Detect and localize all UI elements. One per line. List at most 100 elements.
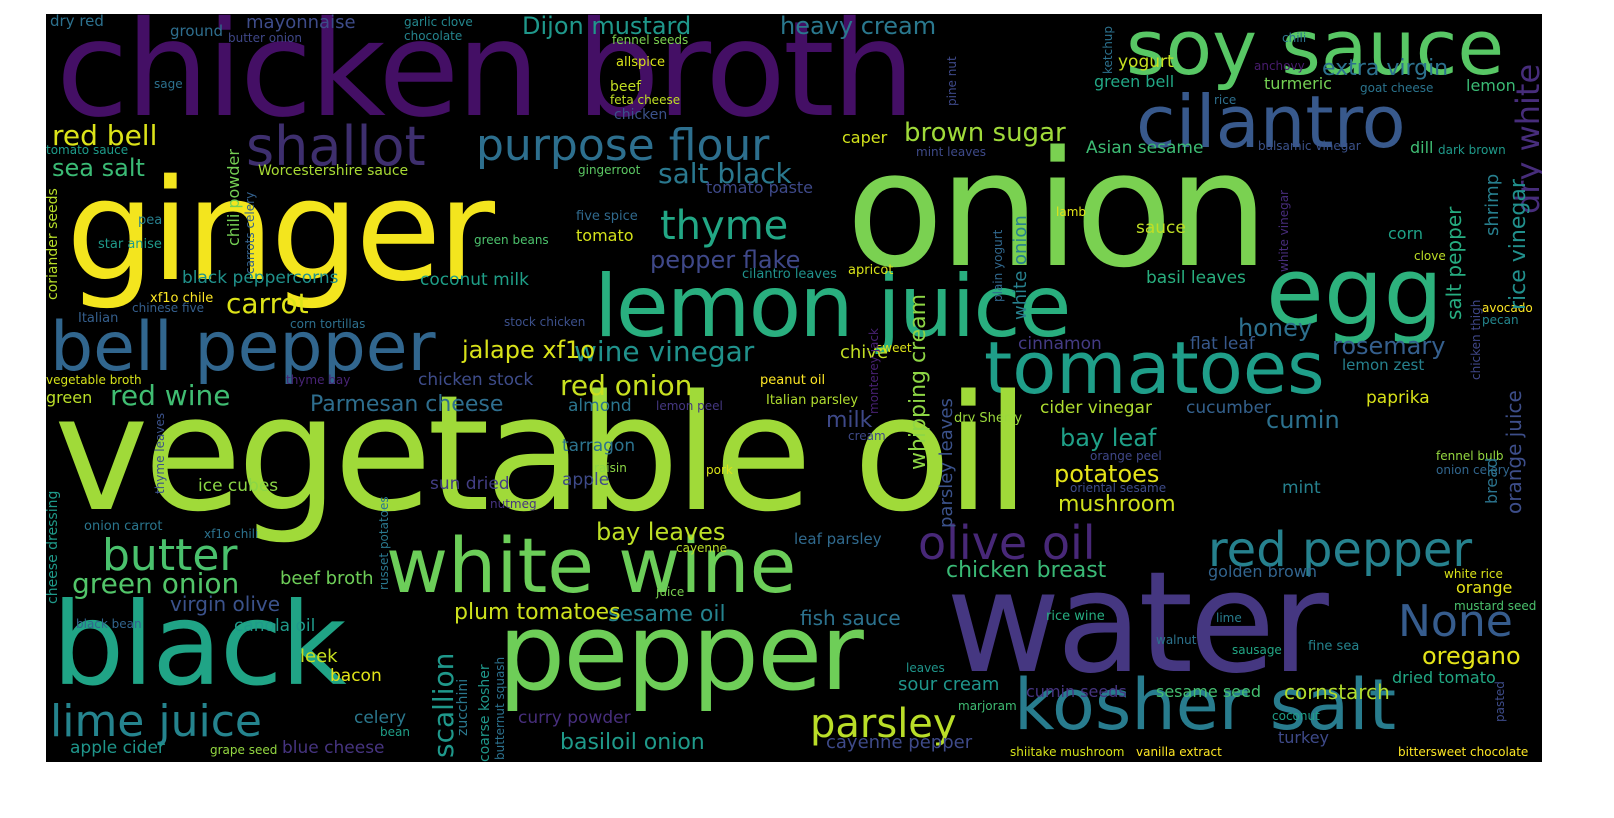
word: xf1o chili — [204, 527, 259, 541]
word: leaves — [906, 661, 945, 675]
word: pine nut — [945, 56, 959, 106]
word: black peppercorns — [182, 268, 339, 288]
word: cayenne pepper — [826, 732, 973, 753]
word: onion celery — [1436, 463, 1510, 477]
word: celery — [354, 708, 407, 728]
word: carrot — [226, 287, 309, 320]
word: walnut — [1156, 633, 1197, 647]
word: grape seed — [210, 743, 278, 757]
word: corn — [1388, 224, 1424, 243]
word: rice — [1214, 93, 1237, 107]
word: coconut — [1272, 709, 1320, 723]
word: jalape xf1o — [462, 336, 595, 364]
word: cheese dressing — [46, 490, 61, 604]
word: lamb — [1056, 205, 1086, 219]
word: fennel seeds — [612, 33, 689, 47]
word: beef broth — [280, 568, 374, 589]
word: pepper flake — [650, 246, 801, 274]
word: fine sea — [1308, 639, 1360, 654]
word: heavy cream — [780, 14, 937, 40]
word: beef — [610, 79, 642, 95]
word: leek — [300, 646, 338, 667]
word: purpose flour — [476, 120, 770, 171]
word: five spice — [576, 209, 638, 224]
word: salt pepper — [1442, 206, 1466, 320]
word: tomato paste — [706, 178, 814, 197]
word: sage — [154, 77, 183, 91]
word: rosemary — [1332, 332, 1446, 360]
word: tarragon — [562, 436, 636, 456]
word: onion — [846, 116, 1269, 303]
word: honey — [1238, 314, 1313, 342]
word: star anise — [98, 237, 162, 252]
word: juice — [656, 585, 685, 599]
word: avocado — [1482, 301, 1533, 315]
word: Dijon mustard — [522, 14, 692, 40]
word: lemon — [1466, 76, 1516, 95]
word: almond — [568, 396, 632, 416]
word: sun dried — [430, 474, 510, 494]
word: white rice — [1444, 567, 1503, 581]
word: orange juice — [1502, 390, 1526, 514]
word: rice vinegar — [1506, 179, 1531, 310]
word: bay leaves — [596, 518, 726, 546]
word: tomato sauce — [46, 143, 129, 157]
word: shrimp — [1482, 173, 1503, 236]
word: milk — [826, 408, 873, 433]
word: bean — [380, 725, 410, 739]
word: golden brown — [1208, 562, 1318, 581]
word: orange peel — [1090, 449, 1162, 463]
word: cumin — [1266, 406, 1340, 434]
word: whipping cream — [906, 293, 931, 470]
word: apricot — [848, 263, 894, 278]
word: dark brown — [1438, 143, 1506, 157]
word: mayonnaise — [246, 14, 356, 33]
word: cinnamon — [1018, 334, 1102, 354]
word: vanilla extract — [1136, 745, 1222, 759]
word: thyme — [660, 203, 789, 249]
word: olive oil — [918, 516, 1096, 570]
word: green beans — [474, 233, 549, 247]
word: white onion — [1010, 215, 1031, 320]
word: kosher salt — [1014, 664, 1397, 746]
word: dry Sherry — [954, 411, 1023, 426]
word: cilantro — [1136, 80, 1406, 164]
word: wine vinegar — [574, 335, 755, 368]
word: feta cheese — [610, 93, 681, 107]
word: chicken — [614, 107, 668, 123]
word: white wine — [386, 521, 797, 610]
word: lemon juice — [594, 257, 1072, 357]
word: fish sauce — [800, 606, 901, 630]
word: pasted — [1493, 681, 1507, 722]
word: paprika — [1366, 388, 1430, 408]
word: ice cubes — [198, 476, 279, 496]
word: Italian parsley — [766, 393, 859, 408]
word: chive — [840, 342, 889, 363]
word: extra virgin — [1322, 56, 1449, 81]
word: thyme bay — [286, 373, 351, 387]
word: apple — [562, 470, 610, 490]
word: black bean — [76, 617, 142, 631]
word: nutmeg — [490, 497, 537, 511]
word: white vinegar — [1277, 190, 1291, 272]
word: ketchup — [1101, 25, 1115, 74]
word: flat leaf — [1190, 334, 1255, 354]
word: bread — [1482, 457, 1501, 504]
word: Worcestershire sauce — [258, 163, 409, 179]
word: egg — [1266, 238, 1444, 347]
word: chili powder — [224, 149, 243, 246]
word: pepper — [498, 591, 864, 714]
word: red wine — [110, 379, 231, 412]
word: green bell — [1094, 72, 1175, 91]
word: corn tortillas — [290, 317, 366, 331]
word: virgin olive — [170, 592, 281, 616]
word: chili — [1282, 31, 1307, 45]
word: garlic clove — [404, 15, 473, 29]
word: apple cider — [70, 738, 165, 758]
word: balsamic vinegar — [1258, 139, 1361, 153]
word: Asian sesame — [1086, 138, 1204, 158]
word: parsley — [810, 701, 957, 747]
word: butternut squash — [493, 656, 507, 760]
word: sour cream — [898, 674, 1000, 695]
word: black — [52, 578, 347, 711]
